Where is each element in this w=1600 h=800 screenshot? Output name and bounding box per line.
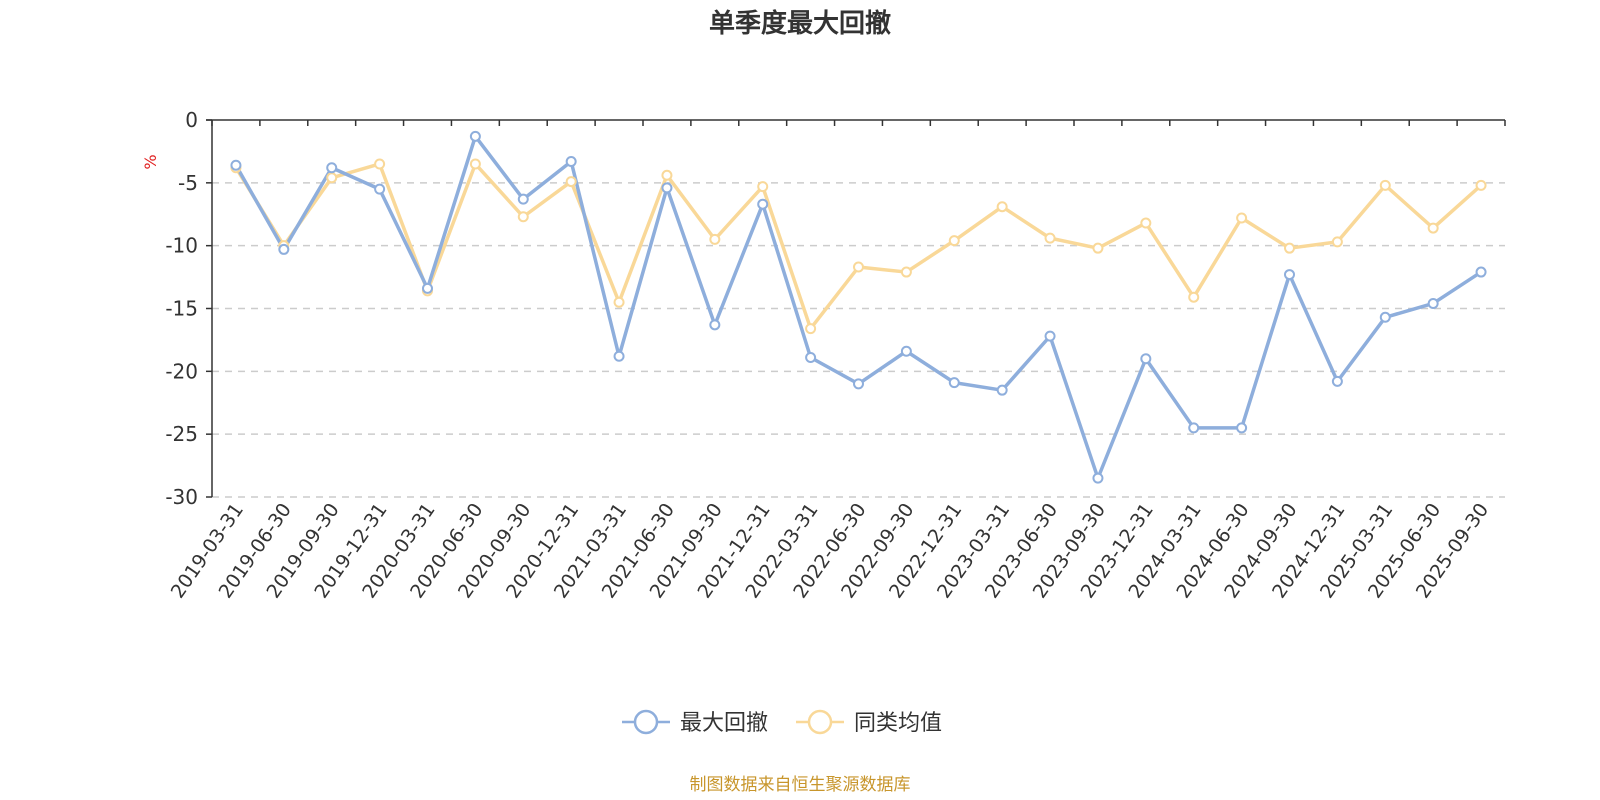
data-point — [469, 158, 481, 170]
legend[interactable]: 最大回撤 同类均值 — [622, 709, 942, 736]
data-point — [900, 266, 912, 278]
data-point — [996, 384, 1008, 396]
data-point — [1092, 242, 1104, 254]
y-unit-label: % — [141, 154, 160, 169]
data-point — [613, 350, 625, 362]
data-point — [326, 162, 338, 174]
y-axis-labels: 0 -5 -10 -15 -20 -25 -30 — [165, 108, 198, 509]
data-point — [661, 182, 673, 194]
data-point — [230, 159, 242, 171]
legend-label: 同类均值 — [854, 711, 942, 736]
data-point — [1188, 422, 1200, 434]
data-point — [661, 169, 673, 181]
data-point — [278, 243, 290, 255]
data-point — [948, 377, 960, 389]
y-tick-label: -30 — [165, 485, 198, 509]
data-point — [1475, 266, 1487, 278]
data-point — [1284, 269, 1295, 281]
data-point — [1236, 422, 1248, 434]
x-axis-labels: 2019-03-312019-06-302019-09-302019-12-31… — [167, 499, 1493, 602]
legend-marker — [633, 709, 659, 735]
data-point — [1427, 297, 1439, 309]
y-tick-label: -10 — [165, 234, 198, 258]
data-point — [853, 378, 864, 390]
data-point — [805, 352, 817, 364]
data-point — [517, 193, 529, 205]
y-tick-label: -15 — [165, 297, 198, 321]
data-point — [613, 296, 625, 308]
data-point — [326, 172, 338, 184]
data-point — [709, 233, 721, 245]
series-line-0 — [234, 134, 1483, 480]
data-point — [805, 323, 817, 335]
series-lines — [234, 134, 1483, 480]
data-point — [422, 282, 433, 294]
data-point — [517, 211, 529, 223]
data-point — [1331, 375, 1343, 387]
data-point — [1140, 217, 1152, 229]
data-point — [853, 261, 864, 273]
data-point — [565, 155, 577, 167]
data-point — [1427, 222, 1439, 234]
data-point — [757, 198, 769, 210]
data-point — [1044, 330, 1056, 342]
data-point — [1092, 472, 1104, 484]
axes — [206, 119, 1506, 498]
legend-marker — [807, 709, 833, 735]
data-point — [1284, 242, 1295, 254]
data-point — [1379, 311, 1391, 323]
data-point — [1044, 232, 1056, 244]
data-point — [757, 181, 769, 193]
chart-title: 单季度最大回撤 — [709, 8, 891, 39]
data-point — [709, 319, 721, 331]
series-points — [230, 130, 1487, 484]
legend-item-0[interactable]: 最大回撤 — [622, 709, 768, 736]
legend-item-1[interactable]: 同类均值 — [796, 709, 942, 736]
data-point — [900, 345, 912, 357]
y-tick-label: -5 — [178, 171, 198, 195]
y-tick-label: -20 — [165, 359, 198, 383]
data-point — [1188, 291, 1200, 303]
source-note: 制图数据来自恒生聚源数据库 — [690, 775, 911, 795]
data-point — [469, 130, 481, 142]
data-point — [1379, 179, 1391, 191]
data-point — [1475, 179, 1487, 191]
data-point — [374, 158, 386, 170]
data-point — [374, 183, 386, 195]
y-tick-label: 0 — [185, 108, 198, 132]
data-point — [948, 235, 960, 247]
data-point — [1331, 236, 1343, 248]
data-point — [1140, 353, 1152, 365]
data-point — [996, 201, 1008, 213]
legend-label: 最大回撤 — [680, 711, 768, 736]
data-point — [1236, 212, 1248, 224]
y-tick-label: -25 — [165, 422, 198, 446]
data-point — [565, 176, 577, 188]
